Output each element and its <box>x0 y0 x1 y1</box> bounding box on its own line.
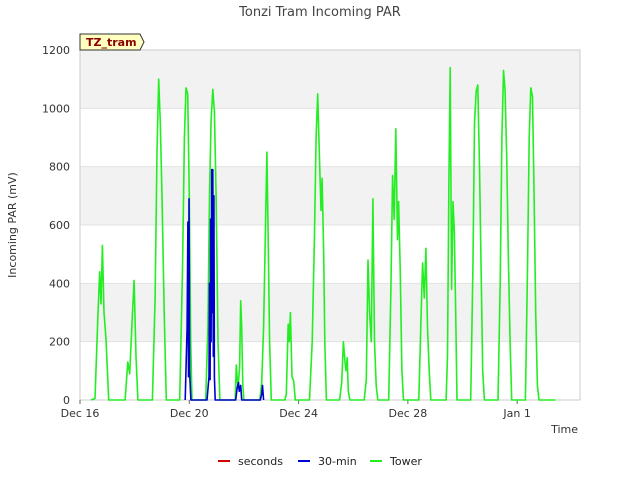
x-tick-label: Jan 1 <box>502 407 530 420</box>
series-line-tower <box>90 66 556 401</box>
y-axis-title: Incoming PAR (mV) <box>6 172 19 278</box>
background-band <box>80 166 580 225</box>
legend: seconds 30-min Tower <box>218 455 422 468</box>
x-axis-title: Time <box>550 423 578 436</box>
y-tick-label: 1000 <box>42 102 70 115</box>
y-axis-ticks: 0 200 400 600 800 1000 1200 <box>42 44 70 407</box>
y-tick-label: 600 <box>49 219 70 232</box>
site-badge: TZ_tram <box>79 33 145 51</box>
legend-label: seconds <box>238 455 283 468</box>
site-badge-box <box>79 33 145 51</box>
y-tick-label: 1200 <box>42 44 70 57</box>
site-badge-label: TZ_tram <box>86 36 137 49</box>
x-tick-label: Dec 20 <box>170 407 209 420</box>
chart-title: Tonzi Tram Incoming PAR <box>238 5 401 20</box>
legend-label: Tower <box>389 455 422 468</box>
x-tick-label: Dec 24 <box>279 407 318 420</box>
background-band <box>80 50 580 109</box>
series-lines <box>90 66 556 401</box>
y-tick-label: 800 <box>49 161 70 174</box>
x-tick-label: Dec 28 <box>388 407 427 420</box>
x-tick-label: Dec 16 <box>61 407 100 420</box>
x-axis-ticks: Dec 16 Dec 20 Dec 24 Dec 28 Jan 1 <box>61 400 531 420</box>
y-tick-label: 0 <box>63 394 70 407</box>
y-tick-label: 200 <box>49 336 70 349</box>
series-line-30-min <box>184 168 265 401</box>
legend-label: 30-min <box>318 455 357 468</box>
y-tick-label: 400 <box>49 277 70 290</box>
plot-background-bands <box>80 50 580 342</box>
